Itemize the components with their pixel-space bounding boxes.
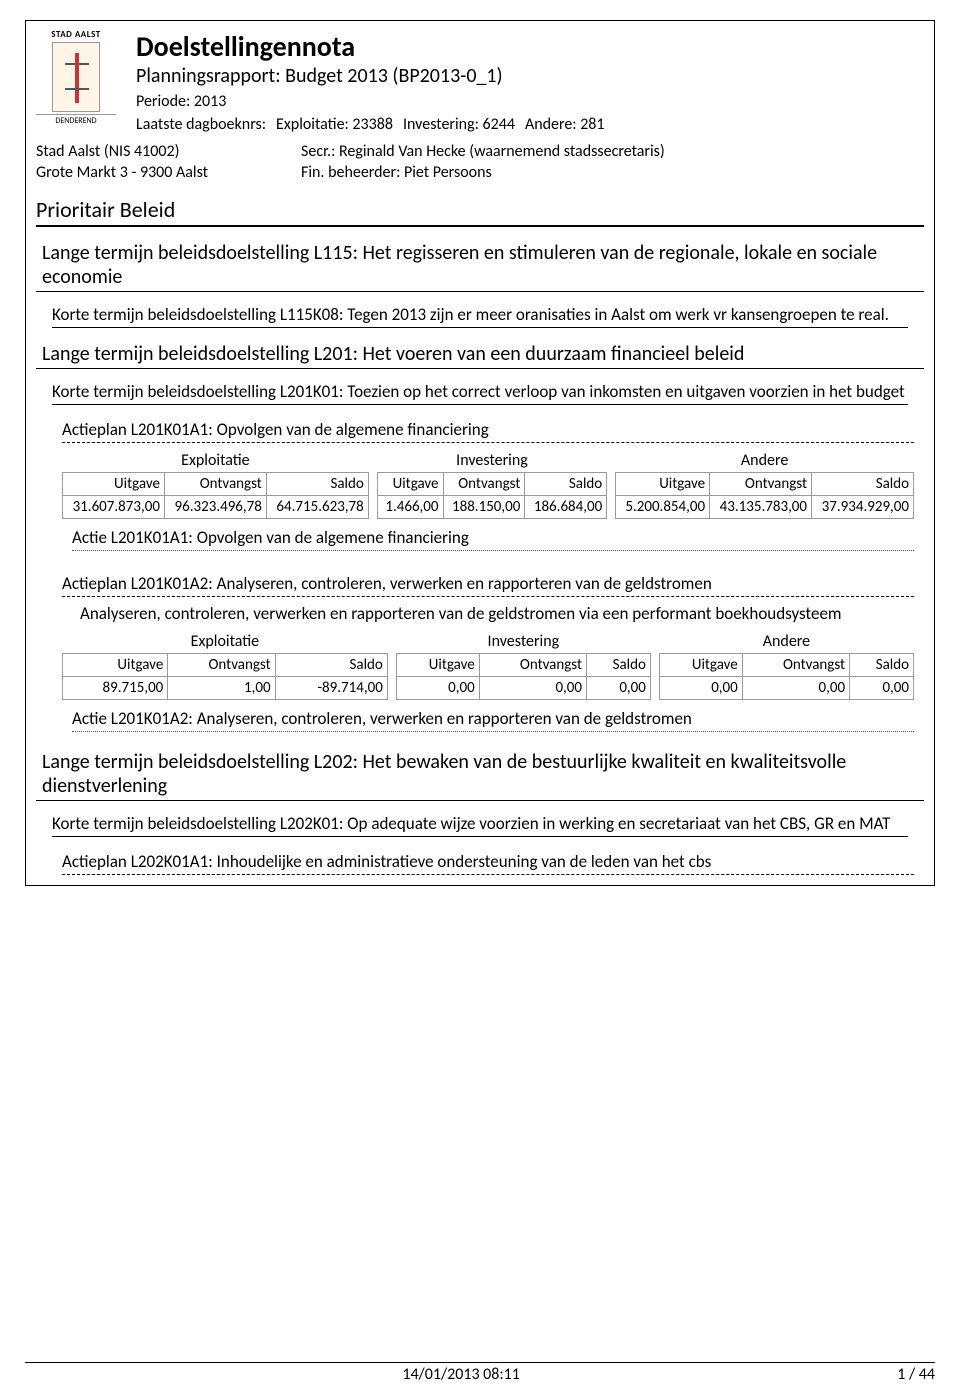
kt-block-l201k01: Korte termijn beleidsdoelstelling L201K0…: [36, 381, 924, 405]
rule: [36, 800, 924, 801]
logo-img: [52, 42, 100, 112]
fin-table-a2: Exploitatie Investering Andere Uitgave O…: [62, 630, 914, 700]
logo-bot-text: DENDEREND: [36, 114, 116, 126]
dagboek-inv: Investering: 6244: [403, 115, 515, 134]
org-name: Stad Aalst (NIS 41002): [36, 142, 301, 161]
rule: [36, 291, 924, 292]
footer-page: 1 / 44: [897, 1365, 935, 1384]
rule: [52, 404, 908, 405]
org-addr: Grote Markt 3 - 9300 Aalst: [36, 163, 301, 182]
header: STAD AALST DENDEREND Doelstellingennota …: [36, 27, 924, 134]
meta-row-1: Stad Aalst (NIS 41002) Secr.: Reginald V…: [36, 142, 924, 161]
grp-exp: Exploitatie: [63, 449, 369, 473]
fin-beheerder: Fin. beheerder: Piet Persoons: [301, 163, 924, 182]
lt-title: Lange termijn beleidsdoelstelling L115: …: [36, 241, 924, 289]
kt-title: Korte termijn beleidsdoelstelling L115K0…: [52, 304, 908, 325]
dotted-rule: [72, 550, 914, 551]
rule: [52, 327, 908, 328]
actie-title: Actie L201K01A2: Analyseren, controleren…: [72, 708, 914, 729]
lt-title: Lange termijn beleidsdoelstelling L201: …: [36, 342, 924, 366]
logo-top-text: STAD AALST: [36, 27, 116, 40]
kt-title: Korte termijn beleidsdoelstelling L201K0…: [52, 381, 908, 402]
lt-block-l115: Lange termijn beleidsdoelstelling L115: …: [36, 241, 924, 292]
ap-title: Actieplan L201K01A2: Analyseren, control…: [62, 573, 914, 594]
lt-title: Lange termijn beleidsdoelstelling L202: …: [36, 750, 924, 798]
dashed-rule: [62, 874, 914, 875]
section-heading: Prioritair Beleid: [36, 196, 924, 223]
col-header-row: Uitgave Ontvangst Saldo Uitgave Ontvangs…: [63, 473, 914, 496]
dagboek-and: Andere: 281: [525, 115, 605, 134]
ap-block-l201k01a2: Actieplan L201K01A2: Analyseren, control…: [36, 573, 924, 700]
ap-title: Actieplan L202K01A1: Inhoudelijke en adm…: [62, 851, 914, 872]
header-text: Doelstellingennota Planningsrapport: Bud…: [116, 27, 605, 134]
page-border: STAD AALST DENDEREND Doelstellingennota …: [25, 20, 935, 886]
rule: [36, 225, 924, 227]
lt-block-l201: Lange termijn beleidsdoelstelling L201: …: [36, 342, 924, 369]
doc-subtitle: Planningsrapport: Budget 2013 (BP2013-0_…: [136, 64, 605, 88]
grp-and: Andere: [616, 449, 914, 473]
ap-title: Actieplan L201K01A1: Opvolgen van de alg…: [62, 419, 914, 440]
dashed-rule: [62, 442, 914, 443]
kt-block-l115k08: Korte termijn beleidsdoelstelling L115K0…: [36, 304, 924, 328]
ap-desc: Analyseren, controleren, verwerken en ra…: [62, 603, 914, 624]
col-header-row: Uitgave Ontvangst Saldo Uitgave Ontvangs…: [63, 654, 914, 677]
rule: [36, 368, 924, 369]
actie-block-a1: Actie L201K01A1: Opvolgen van de algemen…: [36, 527, 924, 551]
data-row: 31.607.873,00 96.323.496,78 64.715.623,7…: [63, 496, 914, 519]
dagboek-row: Laatste dagboeknrs: Exploitatie: 23388 I…: [136, 115, 605, 134]
rule: [52, 836, 908, 837]
doc-title: Doelstellingennota: [136, 29, 605, 64]
actie-block-a2: Actie L201K01A2: Analyseren, controleren…: [36, 708, 924, 732]
data-row: 89.715,00 1,00 -89.714,00 0,00 0,00 0,00…: [63, 677, 914, 700]
fin-table-a1: Exploitatie Investering Andere Uitgave O…: [62, 449, 914, 519]
dotted-rule: [72, 731, 914, 732]
footer-date: 14/01/2013 08:11: [402, 1365, 520, 1384]
footer: 14/01/2013 08:11 1 / 44: [25, 1362, 935, 1384]
logo: STAD AALST DENDEREND: [36, 27, 116, 134]
dagboek-exp: Exploitatie: 23388: [276, 115, 393, 134]
doc-period: Periode: 2013: [136, 92, 605, 111]
actie-title: Actie L201K01A1: Opvolgen van de algemen…: [72, 527, 914, 548]
ap-block-l201k01a1: Actieplan L201K01A1: Opvolgen van de alg…: [36, 419, 924, 519]
dashed-rule: [62, 596, 914, 597]
dagboek-label: Laatste dagboeknrs:: [136, 115, 266, 134]
lt-block-l202: Lange termijn beleidsdoelstelling L202: …: [36, 750, 924, 801]
grp-inv: Investering: [377, 449, 606, 473]
meta-row-2: Grote Markt 3 - 9300 Aalst Fin. beheerde…: [36, 163, 924, 182]
kt-block-l202k01: Korte termijn beleidsdoelstelling L202K0…: [36, 813, 924, 837]
kt-title: Korte termijn beleidsdoelstelling L202K0…: [52, 813, 908, 834]
secretary: Secr.: Reginald Van Hecke (waarnemend st…: [301, 142, 924, 161]
ap-block-l202k01a1: Actieplan L202K01A1: Inhoudelijke en adm…: [36, 851, 924, 875]
